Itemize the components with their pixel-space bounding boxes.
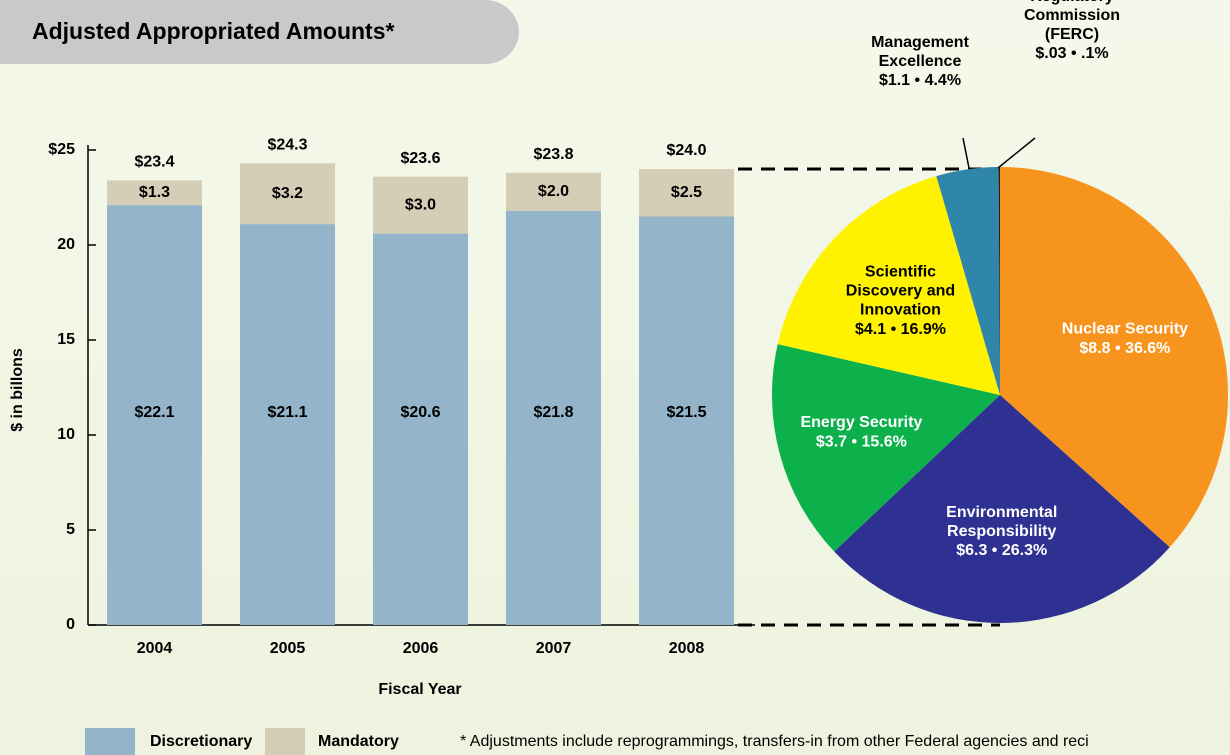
x-tick-label: 2006 bbox=[403, 640, 439, 657]
total-label: $24.3 bbox=[267, 137, 307, 154]
pie-slice bbox=[1000, 167, 1229, 548]
total-label: $24.0 bbox=[666, 142, 706, 159]
slice-value-label: $8.8 • 36.6% bbox=[1079, 340, 1170, 357]
y-axis-label: $ in billons bbox=[9, 348, 26, 432]
slice-label: Scientific Discovery and Innovation bbox=[846, 264, 955, 319]
footnote: * Adjustments include reprogrammings, tr… bbox=[460, 733, 1089, 750]
x-tick-label: 2007 bbox=[536, 640, 572, 657]
value-label: $1.3 bbox=[139, 184, 170, 201]
total-label: $23.6 bbox=[400, 150, 440, 167]
slice-value-label: $6.3 • 26.3% bbox=[956, 542, 1047, 559]
bar-segment bbox=[373, 233, 468, 625]
bar-segment bbox=[240, 224, 335, 625]
value-label: $21.8 bbox=[533, 404, 573, 421]
y-tick-label: 20 bbox=[57, 236, 75, 253]
slice-value-label: $.03 • .1% bbox=[1035, 45, 1108, 62]
pie-slice bbox=[936, 167, 1000, 395]
chart-title: Adjusted Appropriated Amounts* bbox=[32, 18, 395, 44]
total-label: $23.4 bbox=[134, 154, 174, 171]
value-label: $22.1 bbox=[134, 404, 174, 421]
x-axis-label: Fiscal Year bbox=[378, 681, 461, 698]
bar-segment bbox=[373, 176, 468, 234]
value-label: $3.2 bbox=[272, 185, 303, 202]
legend-swatch bbox=[265, 728, 305, 755]
y-tick-label: 15 bbox=[57, 331, 75, 348]
pie-slice bbox=[998, 167, 1000, 395]
pie-slice bbox=[834, 395, 1170, 624]
slice-label: Management Excellence bbox=[871, 34, 969, 70]
x-tick-label: 2008 bbox=[669, 640, 705, 657]
slice-label: Nuclear Security bbox=[1062, 321, 1188, 338]
x-tick-label: 2004 bbox=[137, 640, 173, 657]
bar-segment bbox=[506, 172, 601, 211]
leader-line bbox=[962, 137, 970, 169]
legend-label: Mandatory bbox=[318, 733, 399, 750]
value-label: $21.1 bbox=[267, 404, 307, 421]
value-label: $3.0 bbox=[405, 196, 436, 213]
value-label: $2.0 bbox=[538, 183, 569, 200]
slice-label: Environmental Responsibility bbox=[946, 504, 1057, 540]
bar-segment bbox=[240, 163, 335, 225]
value-label: $21.5 bbox=[666, 404, 706, 421]
value-label: $20.6 bbox=[400, 404, 440, 421]
legend-label: Discretionary bbox=[150, 733, 252, 750]
y-tick-label: 5 bbox=[66, 521, 75, 538]
bar-segment bbox=[639, 216, 734, 625]
bar-segment bbox=[107, 180, 202, 206]
total-label: $23.8 bbox=[533, 146, 573, 163]
title-tab bbox=[0, 0, 519, 64]
pie-slice bbox=[772, 344, 1000, 552]
bar-segment bbox=[506, 210, 601, 626]
value-label: $2.5 bbox=[671, 184, 702, 201]
legend-swatch bbox=[85, 728, 135, 755]
x-tick-label: 2005 bbox=[270, 640, 306, 657]
slice-value-label: $3.7 • 15.6% bbox=[816, 433, 907, 450]
bar-segment bbox=[107, 205, 202, 625]
slice-label: Federal EnergyRegulatoryCommission(FERC) bbox=[1014, 0, 1130, 43]
slice-value-label: $4.1 • 16.9% bbox=[855, 321, 946, 338]
slice-label: Energy Security bbox=[800, 414, 922, 431]
pie-slice bbox=[777, 176, 1000, 395]
bar-segment bbox=[639, 169, 734, 217]
y-tick-label: $25 bbox=[48, 141, 75, 158]
y-tick-label: 10 bbox=[57, 426, 75, 443]
y-tick-label: 0 bbox=[66, 616, 75, 633]
leader-line bbox=[997, 137, 1036, 169]
slice-value-label: $1.1 • 4.4% bbox=[879, 72, 961, 89]
